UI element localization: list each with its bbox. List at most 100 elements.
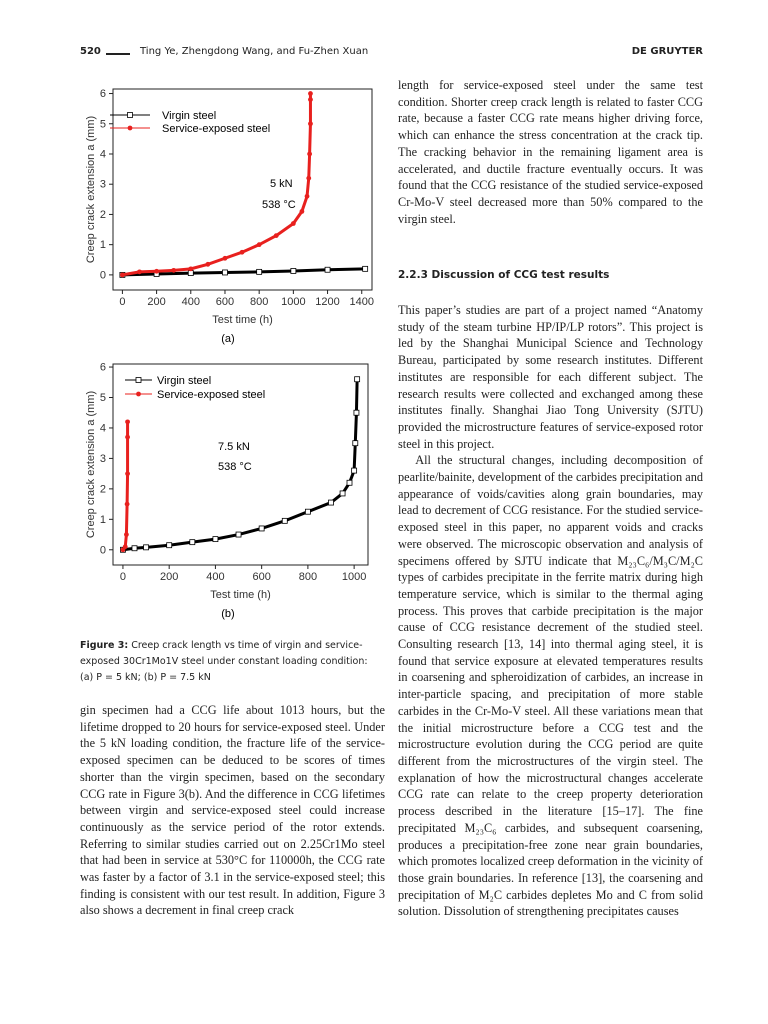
- header-rule: [106, 53, 130, 55]
- legend-label: Virgin steel: [157, 375, 211, 387]
- y-axis-label: Creep crack extension a (mm): [85, 116, 97, 263]
- x-tick-label: 800: [250, 296, 268, 308]
- data-point: [205, 261, 211, 267]
- y-tick-label: 4: [100, 148, 106, 160]
- data-point: [354, 376, 361, 383]
- series-line: [122, 267, 366, 277]
- data-point: [299, 209, 305, 214]
- paragraph: This paper’s studies are part of a proje…: [398, 303, 703, 451]
- data-point: [124, 532, 129, 537]
- data-point: [328, 499, 334, 506]
- x-tick-label: 1200: [315, 296, 339, 308]
- data-point: [362, 265, 369, 272]
- legend-marker: [136, 391, 141, 397]
- y-tick-label: 6: [100, 362, 106, 374]
- y-tick-label: 5: [100, 392, 106, 404]
- y-tick-label: 0: [100, 269, 106, 281]
- data-point: [212, 536, 219, 543]
- y-tick-label: 2: [100, 483, 106, 495]
- y-tick-label: 0: [100, 544, 106, 556]
- figure-caption: Figure 3: Creep crack length vs time of …: [80, 638, 380, 686]
- x-tick-label: 1000: [342, 571, 366, 583]
- data-point: [154, 268, 159, 274]
- data-point: [339, 490, 346, 497]
- legend-marker: [135, 377, 142, 383]
- data-point: [131, 545, 138, 552]
- data-point: [124, 501, 130, 507]
- data-point: [235, 531, 242, 538]
- x-tick-label: 0: [119, 296, 125, 308]
- y-tick-label: 5: [100, 118, 106, 130]
- annotation: 7.5 kN: [218, 441, 250, 453]
- data-point: [125, 419, 130, 425]
- y-tick-label: 6: [100, 88, 106, 100]
- x-tick-label: 400: [182, 296, 200, 308]
- legend-marker: [127, 112, 133, 118]
- data-point: [187, 270, 194, 276]
- data-point: [306, 175, 312, 181]
- legend-label: Virgin steel: [162, 110, 216, 122]
- authors: Ting Ye, Zhengdong Wang, and Fu-Zhen Xua…: [140, 46, 369, 57]
- data-point: [324, 266, 331, 273]
- annotation: 538 °C: [218, 461, 252, 473]
- data-point: [290, 268, 297, 274]
- legend-label: Service-exposed steel: [157, 389, 265, 401]
- data-point: [353, 409, 360, 416]
- data-point: [258, 525, 265, 532]
- caption-label: Figure 3:: [80, 640, 129, 651]
- panel-label: (a): [221, 333, 234, 345]
- x-tick-label: 0: [120, 571, 126, 583]
- caption-text: Creep crack length vs time of virgin and…: [80, 640, 368, 683]
- publisher: DE GRUYTER: [631, 46, 703, 57]
- data-point: [166, 542, 173, 549]
- chart: 0 200 400 600 800 1000 1200 1400 0 1 2 3 4 5 6 Test tim…: [85, 88, 374, 345]
- data-point: [122, 544, 128, 550]
- y-tick-label: 3: [100, 453, 106, 465]
- series-line: [122, 93, 312, 277]
- data-point: [171, 267, 177, 273]
- data-point: [307, 151, 313, 157]
- data-point: [189, 539, 196, 546]
- plot-frame: [112, 363, 369, 566]
- x-axis-label: Test time (h): [212, 314, 273, 326]
- page-number: 520: [80, 46, 101, 57]
- data-point: [351, 467, 358, 474]
- data-point: [273, 233, 279, 238]
- legend-label: Service-exposed steel: [162, 123, 270, 135]
- data-point: [120, 272, 125, 278]
- data-point: [137, 269, 142, 275]
- x-tick-label: 600: [216, 296, 234, 308]
- x-tick-label: 200: [160, 571, 178, 583]
- x-tick-label: 800: [299, 571, 317, 583]
- plot-frame: [112, 88, 373, 291]
- y-axis-label: Creep crack extension a (mm): [85, 391, 97, 538]
- x-tick-label: 400: [206, 571, 224, 583]
- section-body: This paper’s studies are part of a proje…: [398, 302, 703, 920]
- y-tick-label: 4: [100, 422, 106, 434]
- x-tick-label: 200: [147, 296, 165, 308]
- data-point: [222, 255, 228, 261]
- section-heading: 2.2.3 Discussion of CCG test results: [398, 269, 610, 281]
- data-point: [308, 97, 313, 102]
- annotation: 538 °C: [262, 199, 296, 211]
- data-point: [308, 91, 313, 96]
- paragraph: All the structural changes, including de…: [398, 453, 703, 919]
- x-axis-label: Test time (h): [210, 589, 271, 601]
- annotation: 5 kN: [270, 178, 293, 190]
- x-tick-label: 1400: [350, 296, 374, 308]
- y-tick-label: 1: [100, 239, 106, 251]
- x-tick-label: 600: [252, 571, 270, 583]
- legend-marker: [127, 125, 133, 131]
- y-tick-label: 3: [100, 179, 106, 191]
- data-point: [346, 479, 353, 486]
- panel-label: (b): [221, 608, 234, 620]
- data-point: [239, 249, 245, 255]
- paragraph: length for service-exposed steel under t…: [398, 78, 703, 226]
- y-tick-label: 2: [100, 209, 106, 221]
- data-point: [304, 193, 310, 199]
- y-tick-label: 1: [100, 514, 106, 526]
- data-point: [188, 266, 194, 272]
- paragraph: gin specimen had a CCG life about 1013 h…: [80, 703, 385, 918]
- data-point: [352, 440, 359, 447]
- data-point: [125, 471, 130, 477]
